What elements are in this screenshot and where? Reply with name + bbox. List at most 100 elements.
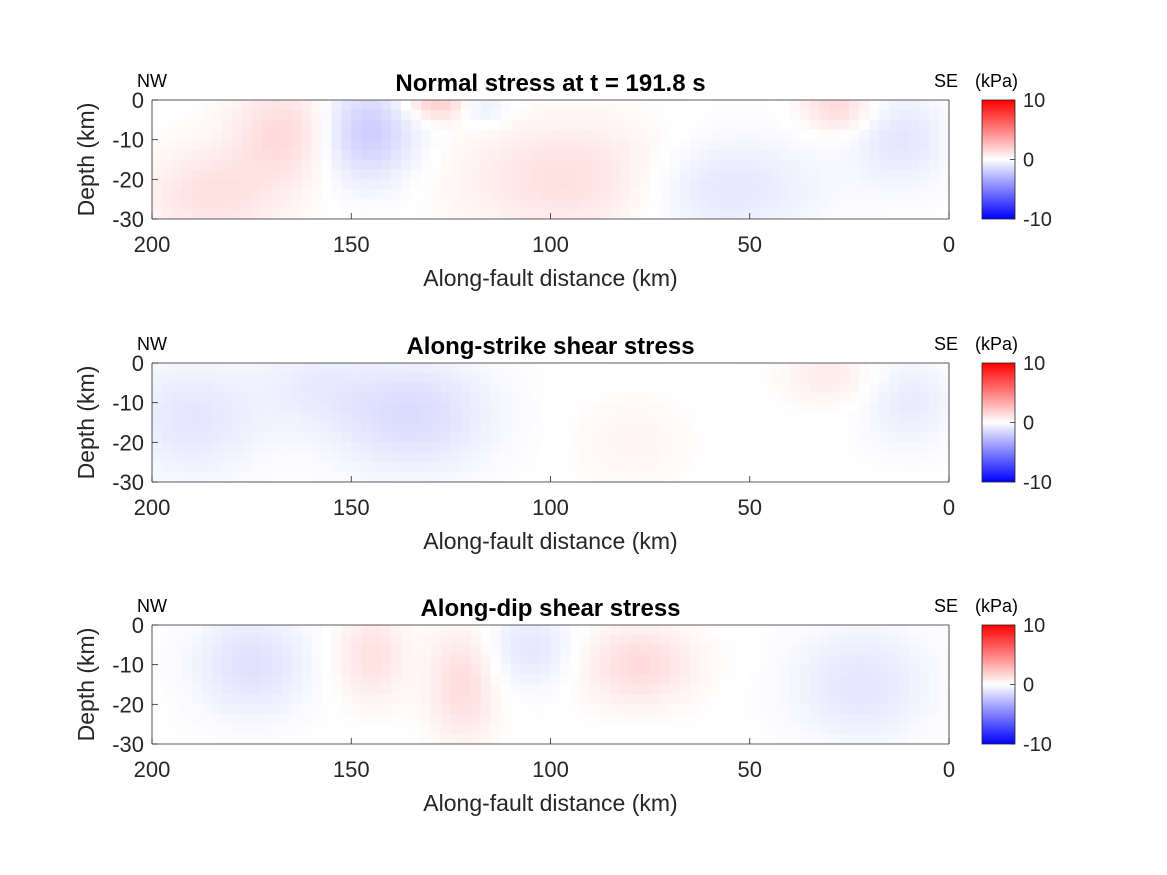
heatmap-cell: [171, 169, 183, 180]
heatmap-cell: [809, 442, 821, 453]
heatmap-cell: [261, 402, 273, 414]
heatmap-cell: [909, 432, 920, 443]
heatmap-cell: [191, 442, 203, 453]
heatmap-cell: [620, 422, 631, 434]
heatmap-cell: [660, 654, 671, 666]
heatmap-cell: [620, 382, 631, 394]
heatmap-cell: [291, 472, 303, 482]
heatmap-cell: [490, 372, 502, 384]
heatmap-cell: [719, 129, 731, 141]
heatmap-cell: [929, 129, 940, 141]
heatmap-cell: [371, 119, 382, 131]
heatmap-cell: [680, 452, 691, 463]
heatmap-cell: [161, 199, 173, 210]
se-label: SE: [934, 334, 958, 354]
heatmap-cell: [869, 129, 880, 141]
heatmap-cell: [680, 372, 691, 384]
heatmap-cell: [321, 402, 332, 414]
heatmap-cell: [271, 209, 283, 219]
heatmap-cell: [799, 363, 811, 374]
heatmap-cell: [650, 392, 661, 404]
heatmap-cell: [580, 734, 591, 744]
heatmap-cell: [281, 149, 293, 161]
heatmap-cell: [391, 734, 402, 744]
heatmap-cell: [869, 392, 880, 404]
heatmap-cell: [620, 654, 631, 666]
heatmap-cell: [351, 392, 362, 404]
heatmap-cell: [271, 412, 283, 424]
heatmap-cell: [570, 625, 581, 636]
heatmap-cell: [231, 472, 243, 482]
heatmap-cell: [321, 442, 332, 453]
heatmap-cell: [411, 472, 422, 482]
heatmap-cell: [580, 714, 591, 725]
heatmap-cell: [859, 372, 870, 384]
heatmap-cell: [650, 704, 661, 715]
heatmap-cell: [540, 189, 552, 200]
heatmap-cell: [331, 442, 342, 453]
heatmap-cell: [391, 704, 402, 715]
heatmap-cell: [849, 159, 860, 171]
heatmap-cell: [799, 372, 811, 384]
heatmap-cell: [450, 654, 462, 666]
heatmap-cell: [261, 684, 273, 696]
heatmap-cell: [181, 644, 193, 656]
heatmap-cell: [241, 724, 253, 735]
heatmap-cell: [401, 363, 412, 374]
heatmap-cell: [211, 412, 223, 424]
heatmap-cell: [680, 654, 691, 666]
heatmap-cell: [709, 684, 721, 696]
heatmap-cell: [381, 644, 392, 656]
heatmap-cell: [401, 199, 412, 210]
heatmap-cell: [500, 189, 512, 200]
colorbar-tick-label: 0: [1023, 413, 1034, 435]
heatmap-cell: [779, 159, 791, 171]
heatmap-cell: [879, 462, 890, 473]
heatmap-cell: [381, 462, 392, 473]
heatmap-cell: [749, 119, 761, 131]
heatmap-cell: [909, 452, 920, 463]
heatmap-cell: [420, 734, 432, 744]
heatmap-cell: [470, 139, 482, 151]
heatmap-cell: [779, 169, 791, 180]
heatmap-cell: [191, 674, 203, 686]
heatmap-cell: [261, 119, 273, 131]
heatmap-cell: [670, 724, 681, 735]
heatmap-cell: [301, 169, 312, 180]
heatmap-cell: [171, 664, 183, 676]
heatmap-cell: [729, 452, 741, 463]
heatmap-cell: [470, 664, 482, 676]
heatmap-cell: [929, 159, 940, 171]
heatmap-cell: [849, 119, 860, 131]
heatmap-cell: [919, 169, 930, 180]
heatmap-cell: [251, 684, 263, 696]
heatmap-cell: [600, 139, 611, 151]
heatmap-cell: [929, 149, 940, 161]
heatmap-cell: [460, 634, 472, 646]
heatmap-cell: [181, 452, 193, 463]
heatmap-cell: [670, 372, 681, 384]
heatmap-cell: [829, 159, 841, 171]
heatmap-cell: [361, 724, 372, 735]
heatmap-cell: [719, 209, 731, 219]
heatmap-cell: [849, 634, 860, 646]
heatmap-cell: [839, 462, 850, 473]
heatmap-cell: [371, 129, 382, 141]
heatmap-cell: [789, 694, 801, 705]
heatmap-cell: [251, 472, 263, 482]
heatmap-cell: [879, 674, 890, 686]
heatmap-cell: [371, 452, 382, 463]
heatmap-cell: [889, 189, 900, 200]
heatmap-cell: [749, 472, 761, 482]
heatmap-cell: [670, 442, 681, 453]
heatmap-cell: [181, 129, 193, 141]
heatmap-cell: [939, 714, 949, 725]
heatmap-cell: [889, 382, 900, 394]
heatmap-cell: [480, 634, 492, 646]
heatmap-cell: [719, 654, 731, 666]
heatmap-cell: [490, 382, 502, 394]
colorbar-tick-label: 10: [1023, 353, 1045, 375]
heatmap-cell: [859, 119, 870, 131]
heatmap-cell: [540, 100, 552, 111]
heatmap-cell: [440, 149, 452, 161]
